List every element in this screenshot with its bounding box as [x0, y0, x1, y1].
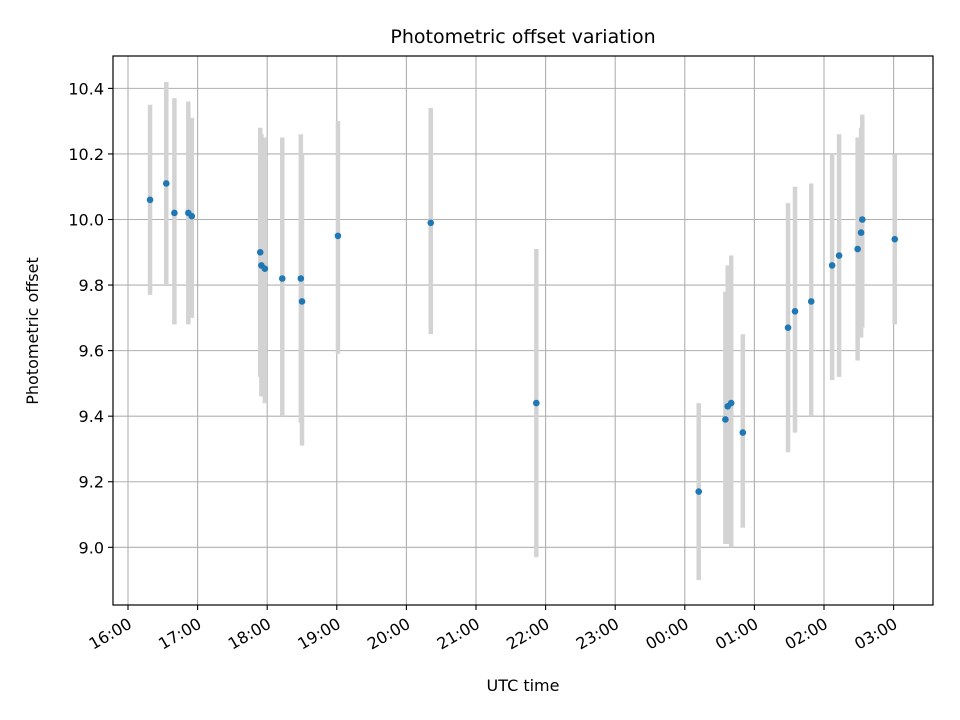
- data-point: [722, 416, 729, 423]
- data-point: [261, 265, 269, 272]
- y-axis-label: Photometric offset: [23, 257, 42, 405]
- data-point: [857, 229, 865, 236]
- data-point: [858, 216, 866, 223]
- y-tick-label: 9.4: [79, 407, 104, 426]
- x-axis-label: UTC time: [487, 676, 560, 695]
- data-point: [297, 275, 305, 282]
- data-point: [146, 196, 154, 204]
- y-tick-label: 10.4: [68, 79, 104, 98]
- data-point: [807, 298, 815, 305]
- data-point: [171, 209, 178, 217]
- data-point: [334, 232, 342, 240]
- data-point: [427, 219, 435, 227]
- data-point: [828, 262, 836, 269]
- data-point: [739, 429, 747, 436]
- y-axis: 9.0 9.2 9.4 9.6 9.8 10.0 10.2 10.4: [68, 79, 113, 557]
- data-point: [835, 252, 843, 259]
- data-point: [298, 298, 306, 305]
- data-point: [188, 212, 196, 220]
- data-point: [278, 275, 286, 282]
- data-point: [791, 307, 799, 315]
- y-tick-label: 9.2: [79, 473, 104, 492]
- y-tick-label: 9.8: [79, 276, 104, 295]
- data-point: [727, 399, 735, 407]
- data-point: [784, 324, 792, 331]
- data-point: [854, 245, 861, 253]
- data-points: [146, 180, 899, 495]
- y-tick-label: 10.0: [68, 211, 104, 230]
- data-point: [162, 180, 170, 187]
- y-tick-label: 9.0: [79, 538, 104, 557]
- y-tick-label: 10.2: [68, 145, 104, 164]
- chart-title: Photometric offset variation: [390, 26, 655, 48]
- y-tick-label: 9.6: [79, 342, 104, 361]
- grid: [113, 56, 933, 605]
- data-point: [256, 248, 264, 256]
- data-point: [891, 235, 899, 243]
- data-point: [533, 399, 540, 407]
- data-point: [695, 488, 703, 495]
- plot-frame: [112, 55, 934, 606]
